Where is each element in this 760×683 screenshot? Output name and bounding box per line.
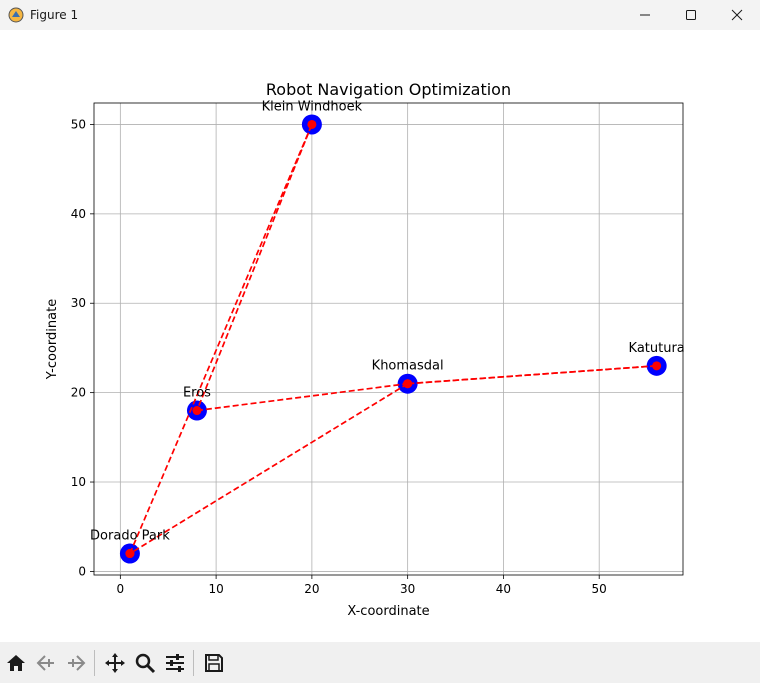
save-button[interactable]	[200, 649, 228, 677]
point-label: Klein Windhoek	[262, 99, 363, 114]
route-marker	[125, 549, 135, 559]
chart-title: Robot Navigation Optimization	[266, 80, 511, 99]
route-marker	[403, 379, 413, 389]
point-label: Dorado Park	[90, 529, 170, 544]
y-tick-label: 10	[71, 475, 86, 489]
toolbar-separator	[193, 649, 194, 676]
minimize-icon	[640, 14, 650, 16]
zoom-button[interactable]	[131, 649, 159, 677]
back-button[interactable]	[32, 649, 60, 677]
route-segment	[129, 382, 409, 555]
x-tick-label: 50	[592, 582, 607, 596]
back-arrow-icon	[36, 654, 54, 671]
x-axis-label: X-coordinate	[347, 604, 429, 619]
point-label: Khomasdal	[372, 359, 444, 374]
route-marker	[652, 361, 662, 371]
figure-canvas[interactable]: 0 10 20 30 40 50 0 10 20 30 40 50 Robot Navigation O…	[0, 30, 760, 642]
route-marker	[192, 406, 202, 416]
window-titlebar: Figure 1	[0, 0, 760, 31]
minimize-button[interactable]	[622, 0, 668, 30]
configure-subplots-button[interactable]	[161, 649, 189, 677]
y-tick-label: 0	[78, 564, 86, 578]
y-tick-label: 30	[71, 296, 86, 310]
app-icon	[8, 7, 24, 23]
point-label: Eros	[183, 386, 211, 401]
home-button[interactable]	[2, 649, 30, 677]
route-segment	[407, 364, 657, 385]
y-tick-label: 20	[71, 386, 86, 400]
x-tick-label: 0	[117, 582, 125, 596]
forward-arrow-icon	[68, 654, 86, 671]
route-marker	[307, 119, 317, 129]
forward-button[interactable]	[62, 649, 90, 677]
configure-subplots-icon	[166, 653, 184, 672]
x-tick-label: 40	[496, 582, 511, 596]
y-tick-label: 40	[71, 207, 86, 221]
x-tick-label: 30	[400, 582, 415, 596]
chart: 0 10 20 30 40 50 0 10 20 30 40 50 Robot Navigation O…	[45, 80, 685, 619]
axes-frame	[93, 102, 684, 576]
route-segment	[129, 124, 313, 554]
maximize-icon	[686, 10, 696, 20]
pan-button[interactable]	[101, 649, 129, 677]
point-label: Katutura	[629, 341, 685, 356]
close-icon	[731, 9, 743, 21]
navigation-toolbar	[0, 642, 760, 683]
y-tick-label: 50	[71, 117, 86, 131]
route-segment	[196, 382, 408, 412]
route-segment	[196, 124, 313, 411]
save-floppy-icon	[205, 653, 223, 672]
pan-move-icon	[105, 652, 125, 673]
maximize-button[interactable]	[668, 0, 714, 30]
x-tick-label: 10	[208, 582, 223, 596]
zoom-magnifier-icon	[135, 653, 156, 673]
window-title: Figure 1	[30, 8, 79, 22]
close-button[interactable]	[714, 0, 760, 30]
home-icon	[7, 654, 25, 671]
x-tick-label: 20	[304, 582, 319, 596]
y-axis-label: Y-coordinate	[45, 299, 60, 380]
toolbar-separator	[94, 649, 95, 676]
